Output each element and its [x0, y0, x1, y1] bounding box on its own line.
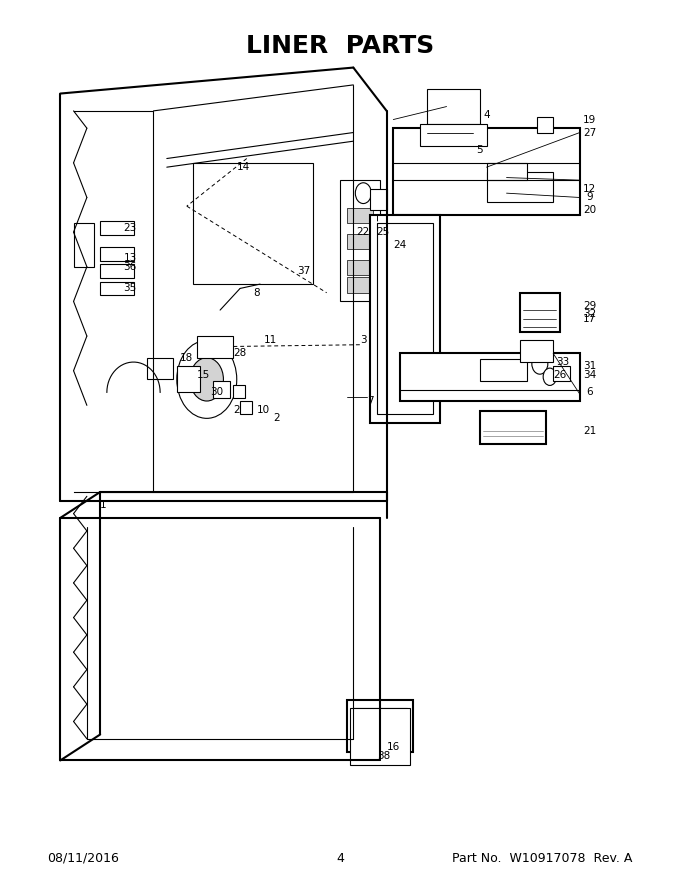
FancyBboxPatch shape [240, 401, 252, 414]
Text: 3: 3 [360, 335, 367, 345]
Text: 8: 8 [254, 288, 260, 297]
FancyBboxPatch shape [177, 366, 200, 392]
Text: 30: 30 [210, 387, 223, 398]
FancyBboxPatch shape [480, 359, 526, 381]
Circle shape [190, 357, 224, 401]
Text: 4: 4 [483, 110, 490, 121]
FancyBboxPatch shape [347, 277, 373, 293]
Text: 13: 13 [124, 253, 137, 263]
FancyBboxPatch shape [347, 208, 373, 224]
Text: 2: 2 [233, 405, 240, 414]
FancyBboxPatch shape [193, 163, 313, 284]
FancyBboxPatch shape [487, 163, 526, 180]
Text: 38: 38 [377, 752, 390, 761]
Text: 17: 17 [583, 314, 596, 324]
FancyBboxPatch shape [100, 247, 133, 260]
Text: 28: 28 [233, 348, 247, 358]
Text: 1: 1 [100, 500, 107, 510]
FancyBboxPatch shape [420, 124, 487, 145]
FancyBboxPatch shape [347, 260, 373, 275]
Text: 25: 25 [377, 227, 390, 237]
Text: 34: 34 [583, 370, 596, 380]
FancyBboxPatch shape [347, 234, 373, 249]
Text: 19: 19 [583, 114, 596, 125]
Text: 10: 10 [257, 405, 270, 414]
FancyBboxPatch shape [520, 293, 560, 332]
FancyBboxPatch shape [100, 264, 133, 278]
FancyBboxPatch shape [147, 357, 173, 379]
Text: 32: 32 [583, 310, 596, 319]
Text: 23: 23 [124, 223, 137, 233]
Text: 9: 9 [586, 193, 593, 202]
Text: 35: 35 [124, 283, 137, 293]
FancyBboxPatch shape [377, 224, 433, 414]
Text: 15: 15 [197, 370, 210, 380]
FancyBboxPatch shape [214, 381, 230, 399]
FancyBboxPatch shape [100, 282, 133, 296]
Text: 16: 16 [387, 743, 400, 752]
Text: 21: 21 [583, 426, 596, 436]
FancyBboxPatch shape [553, 365, 570, 381]
FancyBboxPatch shape [370, 215, 440, 422]
FancyBboxPatch shape [370, 189, 387, 210]
Text: 4: 4 [336, 852, 344, 864]
FancyBboxPatch shape [340, 180, 380, 302]
FancyBboxPatch shape [520, 341, 553, 362]
FancyBboxPatch shape [197, 336, 233, 357]
Text: 20: 20 [583, 206, 596, 216]
Text: Part No.  W10917078  Rev. A: Part No. W10917078 Rev. A [452, 852, 632, 864]
Text: 22: 22 [357, 227, 370, 237]
Circle shape [543, 368, 556, 385]
FancyBboxPatch shape [354, 708, 407, 743]
FancyBboxPatch shape [480, 412, 547, 444]
FancyBboxPatch shape [487, 172, 553, 202]
FancyBboxPatch shape [426, 89, 480, 124]
Text: 11: 11 [263, 335, 277, 345]
FancyBboxPatch shape [393, 128, 580, 215]
Text: 36: 36 [124, 261, 137, 272]
FancyBboxPatch shape [73, 224, 94, 267]
Text: 12: 12 [583, 184, 596, 194]
FancyBboxPatch shape [347, 700, 413, 752]
FancyBboxPatch shape [233, 385, 245, 399]
Text: 5: 5 [477, 145, 483, 155]
FancyBboxPatch shape [350, 708, 410, 765]
FancyBboxPatch shape [400, 354, 580, 401]
Text: 7: 7 [367, 396, 373, 406]
FancyBboxPatch shape [100, 221, 133, 235]
Text: 2: 2 [273, 414, 280, 423]
Text: 31: 31 [583, 362, 596, 371]
Circle shape [532, 354, 548, 374]
Text: 26: 26 [554, 370, 566, 380]
Text: 37: 37 [296, 266, 310, 276]
FancyBboxPatch shape [537, 117, 553, 133]
Text: 14: 14 [237, 162, 250, 172]
Circle shape [177, 341, 237, 418]
Text: 6: 6 [586, 387, 593, 398]
Text: 33: 33 [556, 357, 570, 367]
Text: 18: 18 [180, 353, 193, 363]
Text: 08/11/2016: 08/11/2016 [48, 852, 120, 864]
Text: 29: 29 [583, 301, 596, 311]
Text: LINER  PARTS: LINER PARTS [246, 34, 434, 58]
Text: 27: 27 [583, 128, 596, 137]
Text: 24: 24 [393, 240, 407, 250]
Circle shape [356, 183, 371, 203]
